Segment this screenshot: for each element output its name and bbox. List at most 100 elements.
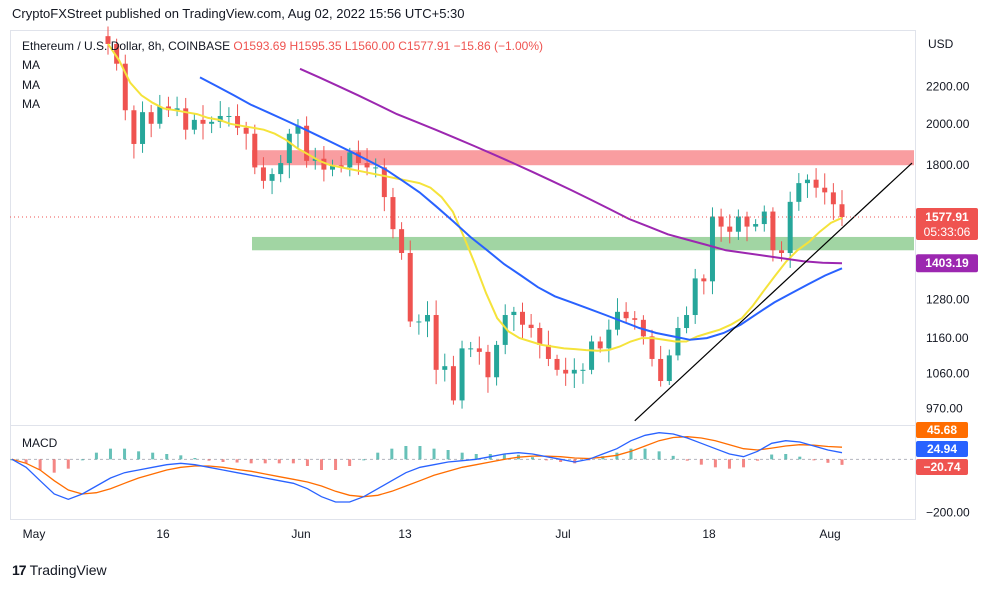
macd-histogram-bar bbox=[179, 455, 183, 460]
candle-body bbox=[796, 183, 802, 202]
macd-histogram-bar bbox=[108, 448, 112, 460]
candle-body bbox=[476, 348, 482, 352]
macd-histogram-bar bbox=[80, 459, 84, 461]
candle-body bbox=[494, 344, 500, 378]
currency-label: USD bbox=[928, 37, 954, 51]
candle-body bbox=[131, 110, 137, 144]
macd-histogram-bar bbox=[221, 459, 225, 462]
ma-slow-badge-bg bbox=[916, 254, 978, 273]
macd-histogram-bar bbox=[756, 459, 760, 461]
time-tick-label: Aug bbox=[819, 527, 840, 541]
candle-body bbox=[753, 224, 759, 227]
candle-body bbox=[278, 163, 284, 175]
macd-histogram-bar bbox=[235, 459, 239, 463]
last-price-badge-text: 1577.91 bbox=[925, 210, 969, 224]
macd-histogram-bar bbox=[798, 456, 802, 460]
ma-legend-2[interactable]: MA bbox=[22, 78, 40, 92]
candle-body bbox=[614, 311, 620, 330]
macd-histogram-bar bbox=[249, 459, 253, 464]
candle-body bbox=[442, 366, 448, 370]
symbol-legend[interactable]: Ethereum / U.S. Dollar, 8h, COINBASE O15… bbox=[22, 39, 543, 53]
candle-body bbox=[597, 341, 603, 349]
candle-body bbox=[727, 226, 733, 232]
trendline[interactable] bbox=[634, 162, 913, 422]
macd-histogram-bar bbox=[123, 448, 127, 460]
candle-body bbox=[330, 165, 336, 170]
candle-body bbox=[174, 108, 180, 111]
ma-legend-3[interactable]: MA bbox=[22, 97, 40, 111]
candle-body bbox=[580, 369, 586, 371]
pane-separator[interactable] bbox=[10, 425, 916, 426]
candle-body bbox=[563, 369, 569, 374]
candle-body bbox=[735, 216, 741, 232]
candle-body bbox=[519, 311, 525, 325]
macd-histogram-badge-bg bbox=[916, 459, 968, 475]
candle-body bbox=[122, 63, 128, 111]
brand-name: TradingView bbox=[29, 562, 107, 578]
candle-body bbox=[459, 348, 465, 401]
price-tick-label: 2200.00 bbox=[926, 79, 970, 93]
ma-fast-line bbox=[107, 43, 843, 352]
macd-histogram-bar bbox=[418, 446, 422, 460]
macd-value-badge-text: 24.94 bbox=[927, 442, 957, 456]
candle-body bbox=[640, 319, 646, 337]
macd-line bbox=[11, 432, 843, 503]
time-tick-label: Jun bbox=[291, 527, 310, 541]
time-tick-label: 18 bbox=[702, 527, 716, 541]
price-tick-label: 1280.00 bbox=[926, 292, 970, 306]
candle-body bbox=[658, 358, 664, 382]
candle-body bbox=[787, 201, 793, 254]
macd-histogram-bar bbox=[24, 459, 28, 464]
candle-body bbox=[235, 115, 241, 128]
macd-tick-label: −200.00 bbox=[926, 506, 970, 520]
candle-body bbox=[243, 127, 249, 134]
macd-histogram-bar bbox=[727, 459, 731, 469]
candle-body bbox=[140, 112, 146, 144]
macd-histogram-bar bbox=[291, 459, 295, 464]
candle-body bbox=[373, 167, 379, 169]
macd-histogram-bar bbox=[713, 459, 717, 468]
macd-legend[interactable]: MACD bbox=[22, 436, 58, 450]
candle-body bbox=[321, 158, 327, 170]
macd-histogram-bar bbox=[826, 459, 830, 463]
candle-body bbox=[295, 125, 301, 134]
candle-body bbox=[468, 348, 474, 350]
ma-slow-badge-text: 1403.19 bbox=[925, 256, 969, 270]
macd-histogram-bar bbox=[545, 459, 549, 461]
candle-body bbox=[589, 341, 595, 370]
zone-support bbox=[252, 236, 914, 251]
footer-brand[interactable]: 17 TradingView bbox=[12, 562, 107, 578]
candle-body bbox=[364, 163, 370, 168]
macd-value-badge-bg bbox=[916, 441, 968, 457]
time-tick-label: 16 bbox=[156, 527, 170, 541]
macd-histogram-bar bbox=[404, 446, 408, 460]
price-tick-label: 970.00 bbox=[926, 401, 963, 415]
macd-histogram-bar bbox=[784, 454, 788, 460]
ma-legend-1[interactable]: MA bbox=[22, 58, 40, 72]
macd-histogram-bar bbox=[615, 452, 619, 460]
candle-body bbox=[804, 179, 810, 184]
candle-body bbox=[416, 321, 422, 323]
macd-histogram-bar bbox=[263, 459, 267, 464]
candle-body bbox=[537, 328, 543, 345]
macd-histogram-bar bbox=[446, 450, 450, 460]
macd-histogram-bar bbox=[812, 459, 816, 461]
tradingview-logo-icon: 17 bbox=[12, 562, 27, 578]
candle-body bbox=[157, 106, 163, 124]
macd-histogram-badge-text: −20.74 bbox=[923, 460, 960, 474]
candle-body bbox=[209, 121, 215, 124]
macd-signal-badge-text: 45.68 bbox=[927, 423, 957, 437]
macd-histogram-bar bbox=[573, 459, 577, 464]
candle-body bbox=[347, 152, 353, 168]
candle-body bbox=[226, 115, 232, 117]
macd-histogram-bar bbox=[657, 451, 661, 460]
candle-body bbox=[105, 36, 111, 44]
macd-histogram-bar bbox=[742, 459, 746, 468]
macd-histogram-bar bbox=[94, 452, 98, 460]
candle-body bbox=[390, 197, 396, 230]
candle-body bbox=[761, 211, 767, 225]
candle-body bbox=[770, 211, 776, 251]
macd-histogram-bar bbox=[305, 459, 309, 466]
candle-body bbox=[666, 355, 672, 382]
